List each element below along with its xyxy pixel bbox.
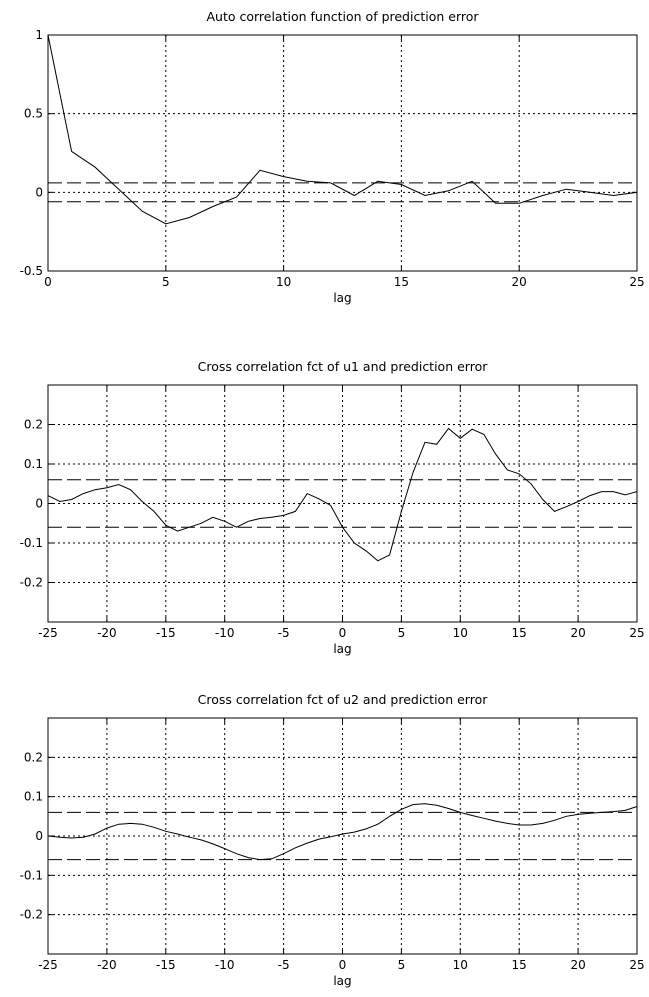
chart-3: -25 -20 -15 -10 -5 0 5 10 15 20 25 -0.2 -0.1 0 0.1 0.2 C… bbox=[20, 692, 645, 988]
x-tick-label: 0 bbox=[44, 275, 52, 289]
x-tick-label: 10 bbox=[276, 275, 291, 289]
y-tick-label: -0.1 bbox=[20, 868, 43, 882]
x-tick-label: -15 bbox=[156, 958, 176, 972]
series-line bbox=[47, 427, 638, 562]
x-tick-label: 5 bbox=[398, 958, 406, 972]
x-tick-label: -10 bbox=[215, 958, 235, 972]
y-tick-label: -0.2 bbox=[20, 576, 43, 590]
x-tick-label: 10 bbox=[453, 958, 468, 972]
chart-title: Auto correlation function of prediction … bbox=[206, 9, 479, 24]
x-axis-label: lag bbox=[333, 974, 351, 988]
x-tick-label: 25 bbox=[629, 275, 644, 289]
x-tick-label: 20 bbox=[570, 626, 585, 640]
x-tick-label: 20 bbox=[512, 275, 527, 289]
x-tick-label: 15 bbox=[512, 958, 527, 972]
x-tick-label: -20 bbox=[97, 958, 117, 972]
y-tick-label: 0.2 bbox=[24, 418, 43, 432]
series-line bbox=[47, 803, 638, 861]
x-tick-label: 25 bbox=[629, 626, 644, 640]
y-tick-label: 0.1 bbox=[24, 457, 43, 471]
x-tick-label: -15 bbox=[156, 626, 176, 640]
x-tick-label: 15 bbox=[512, 626, 527, 640]
x-tick-label: -5 bbox=[278, 626, 290, 640]
x-tick-label: -25 bbox=[38, 958, 58, 972]
y-tick-label: 0.1 bbox=[24, 790, 43, 804]
chart-2: -25 -20 -15 -10 -5 0 5 10 15 20 25 -0.2 -0.1 0 0.1 0.2 C… bbox=[20, 359, 645, 656]
x-tick-label: 0 bbox=[339, 626, 347, 640]
x-tick-label: 20 bbox=[570, 958, 585, 972]
y-tick-label: -0.1 bbox=[20, 536, 43, 550]
x-axis-label: lag bbox=[333, 642, 351, 656]
y-tick-label: -0.5 bbox=[20, 264, 43, 278]
y-tick-label: 1 bbox=[35, 28, 43, 42]
y-tick-label: -0.2 bbox=[20, 908, 43, 922]
x-tick-label: 10 bbox=[453, 626, 468, 640]
y-tick-label: 0.5 bbox=[24, 107, 43, 121]
y-tick-label: 0.2 bbox=[24, 750, 43, 764]
series-line bbox=[47, 34, 638, 225]
x-tick-label: 0 bbox=[339, 958, 347, 972]
x-tick-label: -25 bbox=[38, 626, 58, 640]
chart-title: Cross correlation fct of u2 and predicti… bbox=[198, 692, 489, 707]
y-tick-label: 0 bbox=[35, 829, 43, 843]
plot-frame bbox=[47, 34, 638, 272]
x-tick-label: 15 bbox=[394, 275, 409, 289]
x-tick-label: -10 bbox=[215, 626, 235, 640]
x-axis-label: lag bbox=[333, 291, 351, 305]
y-tick-label: 0 bbox=[35, 497, 43, 511]
x-tick-label: -5 bbox=[278, 958, 290, 972]
x-tick-label: 5 bbox=[398, 626, 406, 640]
y-tick-label: 0 bbox=[35, 185, 43, 199]
plot-area bbox=[48, 35, 637, 271]
x-tick-label: 5 bbox=[162, 275, 170, 289]
x-tick-label: 25 bbox=[629, 958, 644, 972]
x-tick-label: -20 bbox=[97, 626, 117, 640]
chart-title: Cross correlation fct of u1 and predicti… bbox=[198, 359, 489, 374]
